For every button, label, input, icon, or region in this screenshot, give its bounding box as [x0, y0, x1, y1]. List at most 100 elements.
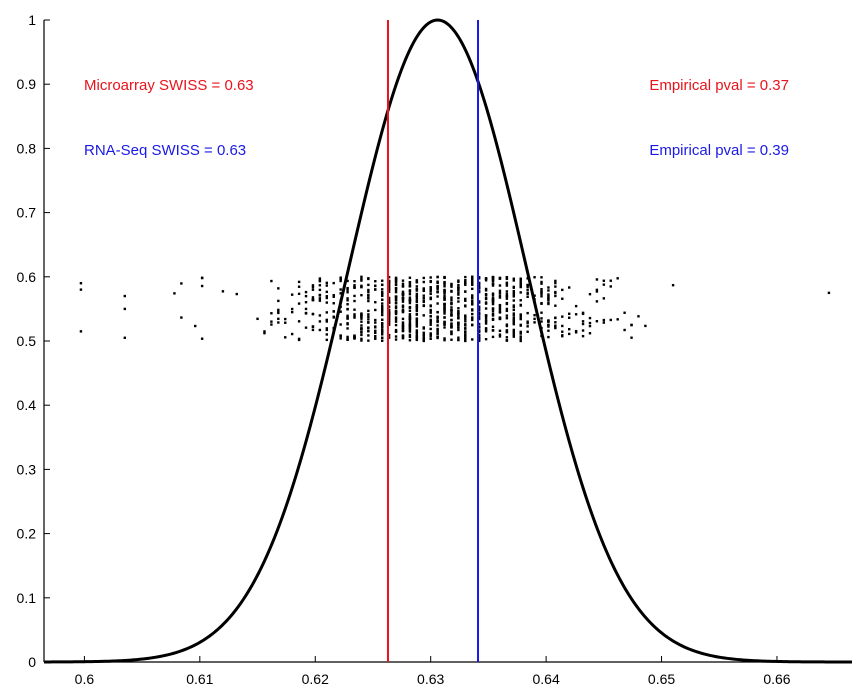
scatter-point [540, 282, 543, 285]
scatter-point [429, 333, 432, 336]
scatter-point [394, 328, 398, 332]
scatter-point [581, 320, 585, 323]
scatter-point [381, 333, 384, 336]
scatter-point [827, 291, 831, 295]
scatter-point [408, 284, 412, 287]
scatter-point [526, 288, 529, 291]
scatter-point [429, 276, 432, 279]
scatter-point [595, 288, 599, 292]
scatter-point [491, 329, 495, 332]
scatter-point [581, 312, 585, 316]
scatter-point [394, 318, 398, 321]
scatter-point [429, 310, 432, 313]
scatter-point [519, 330, 522, 334]
scatter-point [512, 328, 515, 332]
scatter-point [498, 296, 502, 299]
scatter-point [540, 276, 543, 279]
scatter-point [367, 315, 370, 318]
scatter-point [415, 320, 419, 324]
scatter-point [429, 290, 432, 293]
scatter-point [318, 320, 322, 323]
scatter-point [477, 330, 481, 333]
scatter-point [429, 337, 432, 341]
scatter-point [290, 307, 294, 311]
scatter-point [353, 299, 356, 303]
scatter-point [79, 330, 83, 333]
scatter-point [526, 311, 529, 315]
scatter-point [311, 298, 315, 302]
scatter-point [602, 321, 606, 324]
scatter-point [554, 325, 557, 328]
scatter-point [519, 304, 522, 307]
scatter-point [367, 318, 370, 321]
scatter-point [457, 315, 460, 319]
y-tick-label: 0.9 [17, 76, 37, 92]
scatter-point [526, 330, 529, 333]
scatter-point [415, 287, 419, 291]
scatter-point [256, 317, 259, 321]
scatter-point [457, 338, 460, 342]
scatter-point [381, 279, 384, 282]
scatter-point [318, 299, 322, 302]
scatter-point [394, 305, 398, 308]
scatter-point [547, 325, 550, 328]
scatter-point [415, 317, 419, 320]
scatter-point [637, 315, 640, 318]
scatter-point [477, 339, 481, 343]
scatter-point [471, 280, 474, 284]
x-tick-label: 0.6 [75, 671, 95, 687]
scatter-point [471, 275, 474, 279]
scatter-point [394, 301, 398, 305]
scatter-point [484, 320, 488, 323]
scatter-point [415, 323, 419, 327]
scatter-point [602, 279, 606, 282]
scatter-point [277, 299, 280, 303]
scatter-point [346, 303, 349, 306]
scatter-point [477, 290, 481, 294]
scatter-point [387, 296, 391, 300]
scatter-point [374, 334, 377, 338]
scatter-point [547, 296, 550, 300]
scatter-point [415, 319, 419, 322]
scatter-point [630, 336, 633, 339]
scatter-point [457, 280, 460, 284]
scatter-point [270, 312, 273, 315]
scatter-point [387, 336, 391, 339]
scatter-point [422, 304, 425, 307]
scatter-point [408, 320, 412, 324]
scatter-point [325, 281, 328, 285]
scatter-point [554, 290, 557, 294]
scatter-point [381, 288, 384, 291]
scatter-point [498, 308, 502, 311]
scatter-point [360, 324, 363, 327]
scatter-point [387, 308, 391, 311]
scatter-point [381, 302, 384, 305]
scatter-point [595, 290, 599, 293]
x-tick-label: 0.64 [532, 671, 559, 687]
scatter-point [533, 313, 536, 317]
scatter-point [304, 307, 308, 311]
scatter-point [325, 311, 328, 314]
scatter-point [394, 277, 398, 281]
scatter-point [429, 311, 432, 314]
scatter-point [422, 288, 425, 291]
scatter-point [374, 301, 377, 304]
scatter-point [574, 313, 578, 316]
scatter-point [346, 335, 349, 339]
scatter-point [505, 323, 509, 326]
scatter-point [588, 292, 592, 296]
scatter-point [346, 291, 349, 294]
scatter-point [540, 295, 543, 298]
scatter-point [415, 330, 419, 334]
scatter-point [408, 329, 412, 332]
scatter-point [554, 304, 557, 307]
scatter-point [408, 316, 412, 319]
scatter-point [436, 330, 439, 333]
scatter-point [429, 280, 432, 283]
y-tick-label: 0.7 [17, 205, 37, 221]
scatter-point [387, 311, 391, 315]
scatter-point [540, 290, 543, 293]
scatter-point [477, 333, 481, 337]
scatter-point [436, 287, 439, 291]
scatter-point [360, 275, 363, 279]
